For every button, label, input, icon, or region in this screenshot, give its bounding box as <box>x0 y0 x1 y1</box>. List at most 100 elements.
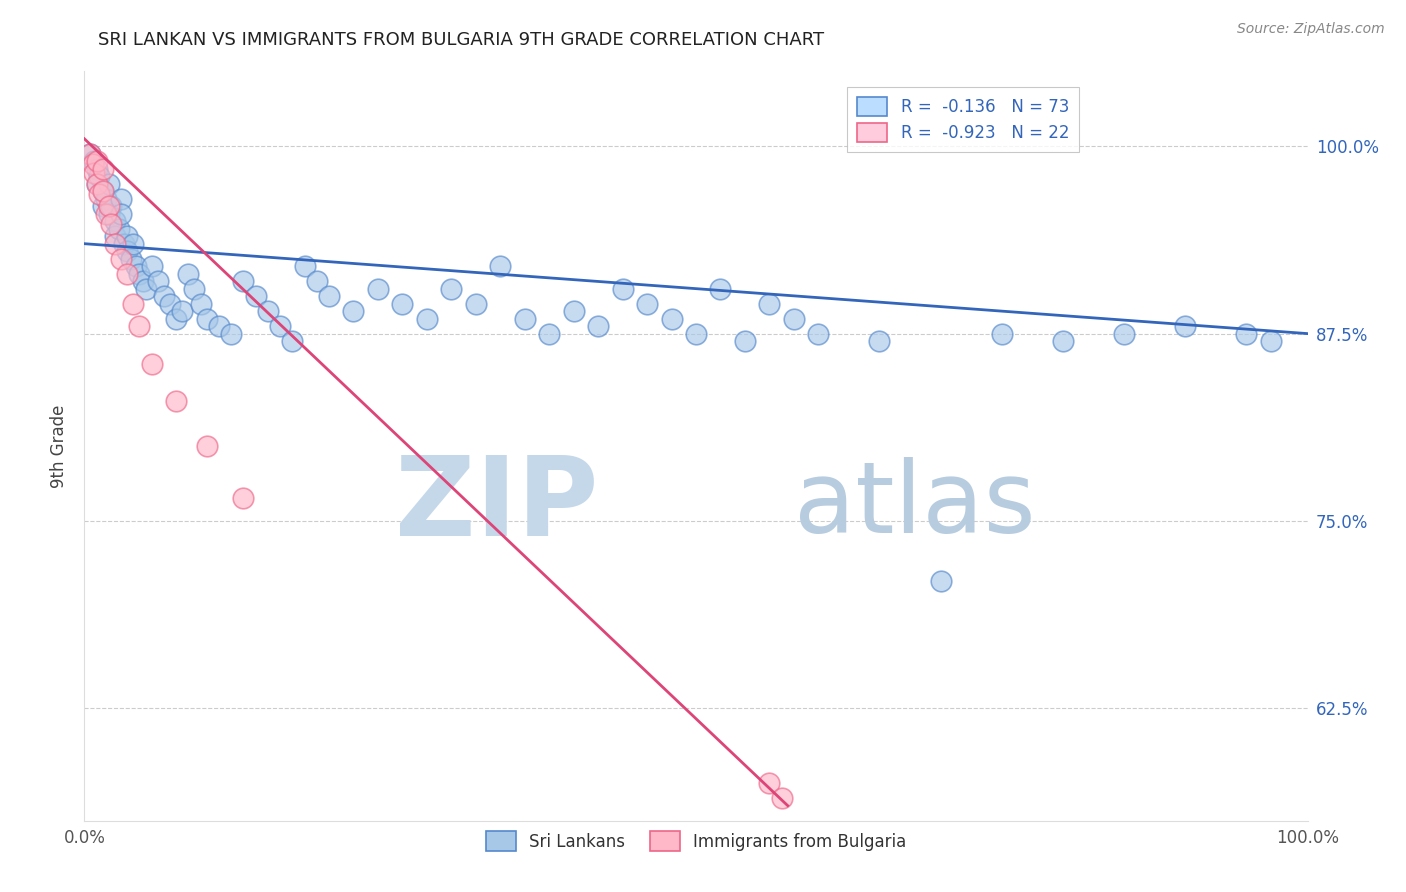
Text: Source: ZipAtlas.com: Source: ZipAtlas.com <box>1237 22 1385 37</box>
Point <box>367 282 389 296</box>
Point <box>120 252 142 266</box>
Point <box>783 311 806 326</box>
Point <box>318 289 340 303</box>
Point <box>115 244 138 259</box>
Point <box>269 319 291 334</box>
Point <box>1174 319 1197 334</box>
Point <box>245 289 267 303</box>
Point <box>685 326 707 341</box>
Point <box>159 296 181 310</box>
Point <box>141 259 163 273</box>
Point <box>86 161 108 176</box>
Point <box>96 192 118 206</box>
Point <box>342 304 364 318</box>
Text: atlas: atlas <box>794 458 1035 555</box>
Point <box>1260 334 1282 348</box>
Point <box>115 267 138 281</box>
Point <box>79 146 101 161</box>
Point <box>153 289 176 303</box>
Point <box>115 229 138 244</box>
Point <box>86 177 108 191</box>
Point <box>612 282 634 296</box>
Point <box>770 791 793 805</box>
Point <box>122 296 145 310</box>
Point <box>107 221 129 235</box>
Point <box>1052 334 1074 348</box>
Legend: Sri Lankans, Immigrants from Bulgaria: Sri Lankans, Immigrants from Bulgaria <box>479 825 912 857</box>
Point <box>165 394 187 409</box>
Point <box>104 229 127 244</box>
Point <box>734 334 756 348</box>
Point <box>636 296 658 310</box>
Point <box>257 304 280 318</box>
Point <box>110 192 132 206</box>
Point <box>416 311 439 326</box>
Point <box>82 157 104 171</box>
Point <box>104 236 127 251</box>
Point <box>128 319 150 334</box>
Point <box>190 296 212 310</box>
Point <box>100 199 122 213</box>
Point <box>135 282 157 296</box>
Point <box>991 326 1014 341</box>
Point <box>79 146 101 161</box>
Point <box>562 304 585 318</box>
Point <box>440 282 463 296</box>
Point <box>91 161 114 176</box>
Point <box>132 274 155 288</box>
Point <box>122 236 145 251</box>
Point <box>391 296 413 310</box>
Point <box>110 252 132 266</box>
Point <box>146 274 169 288</box>
Point <box>83 154 105 169</box>
Point <box>1114 326 1136 341</box>
Point <box>489 259 512 273</box>
Point <box>807 326 830 341</box>
Point <box>97 177 120 191</box>
Point <box>97 207 120 221</box>
Y-axis label: 9th Grade: 9th Grade <box>51 404 69 488</box>
Point <box>86 154 108 169</box>
Point <box>183 282 205 296</box>
Point <box>929 574 952 588</box>
Point <box>208 319 231 334</box>
Point <box>86 177 108 191</box>
Point <box>661 311 683 326</box>
Point <box>83 166 105 180</box>
Point <box>195 311 218 326</box>
Point <box>104 214 127 228</box>
Point <box>232 274 254 288</box>
Point <box>513 311 536 326</box>
Point <box>112 236 135 251</box>
Point <box>87 169 110 184</box>
Point <box>305 274 328 288</box>
Point <box>87 187 110 202</box>
Point <box>125 259 148 273</box>
Point <box>141 357 163 371</box>
Point <box>538 326 561 341</box>
Point <box>294 259 316 273</box>
Point <box>758 776 780 790</box>
Point <box>869 334 891 348</box>
Point <box>709 282 731 296</box>
Point <box>177 267 200 281</box>
Point <box>758 296 780 310</box>
Point <box>464 296 486 310</box>
Point <box>165 311 187 326</box>
Point <box>281 334 304 348</box>
Point <box>110 207 132 221</box>
Point <box>586 319 609 334</box>
Point <box>1236 326 1258 341</box>
Point <box>91 184 114 198</box>
Point <box>91 184 114 198</box>
Point <box>128 267 150 281</box>
Point <box>232 491 254 506</box>
Point <box>96 207 118 221</box>
Point <box>172 304 194 318</box>
Text: SRI LANKAN VS IMMIGRANTS FROM BULGARIA 9TH GRADE CORRELATION CHART: SRI LANKAN VS IMMIGRANTS FROM BULGARIA 9… <box>98 31 824 49</box>
Point <box>100 217 122 231</box>
Point <box>91 199 114 213</box>
Point <box>97 199 120 213</box>
Point <box>219 326 242 341</box>
Point <box>195 439 218 453</box>
